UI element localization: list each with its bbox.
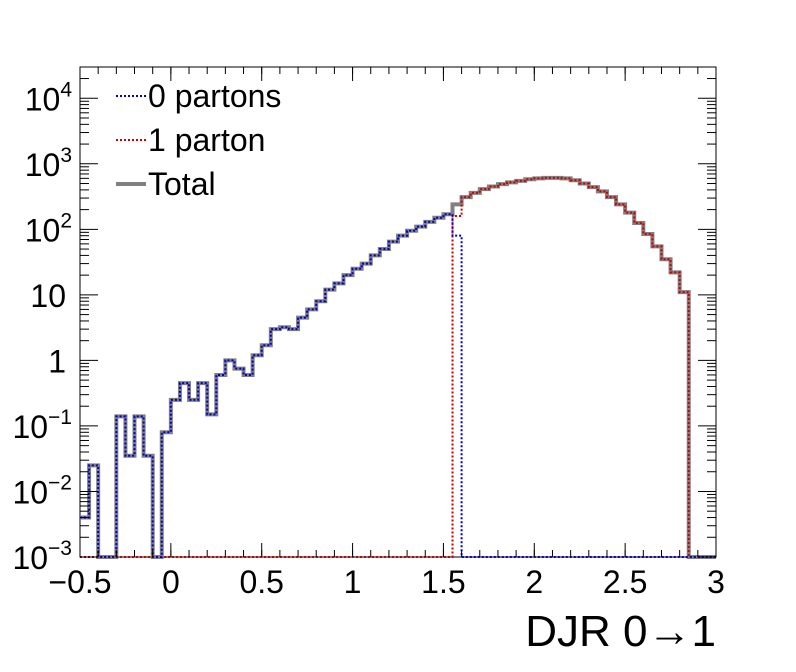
x-tick-label: −0.5 bbox=[48, 564, 111, 600]
legend: 0 partons 1 parton Total bbox=[116, 78, 281, 202]
x-tick-label: 3 bbox=[707, 564, 725, 600]
legend-label-1-parton: 1 parton bbox=[148, 122, 265, 158]
legend-label-0-partons: 0 partons bbox=[148, 78, 281, 114]
x-tick-label: 2 bbox=[525, 564, 543, 600]
y-tick-label: 102 bbox=[25, 209, 72, 248]
y-tick-label: 104 bbox=[25, 78, 73, 117]
series-total-line bbox=[80, 175, 716, 559]
x-tick-label: 0.5 bbox=[239, 564, 283, 600]
y-tick-label: 10−1 bbox=[12, 406, 72, 445]
y-tick-label: 103 bbox=[25, 144, 72, 183]
legend-label-total: Total bbox=[148, 166, 216, 202]
series-0-partons-line bbox=[80, 213, 716, 558]
y-tick-label: 1 bbox=[48, 343, 66, 379]
x-tick-label: 2.5 bbox=[603, 564, 647, 600]
x-tick-label: 1.5 bbox=[421, 564, 465, 600]
y-tick-label: 10 bbox=[30, 278, 66, 314]
series-layer bbox=[80, 175, 716, 559]
x-tick-label: 1 bbox=[344, 564, 362, 600]
x-axis-label: DJR 0→1 bbox=[525, 607, 716, 656]
y-tick-label: 10−2 bbox=[12, 471, 72, 510]
y-tick-label: 10−3 bbox=[12, 537, 72, 576]
axis-ticks: −0.5 0 0.5 1 1.5 2 2.5 3 10−3 10−2 10−1 1 10 102 103 10… bbox=[12, 66, 725, 600]
x-tick-label: 0 bbox=[162, 564, 180, 600]
